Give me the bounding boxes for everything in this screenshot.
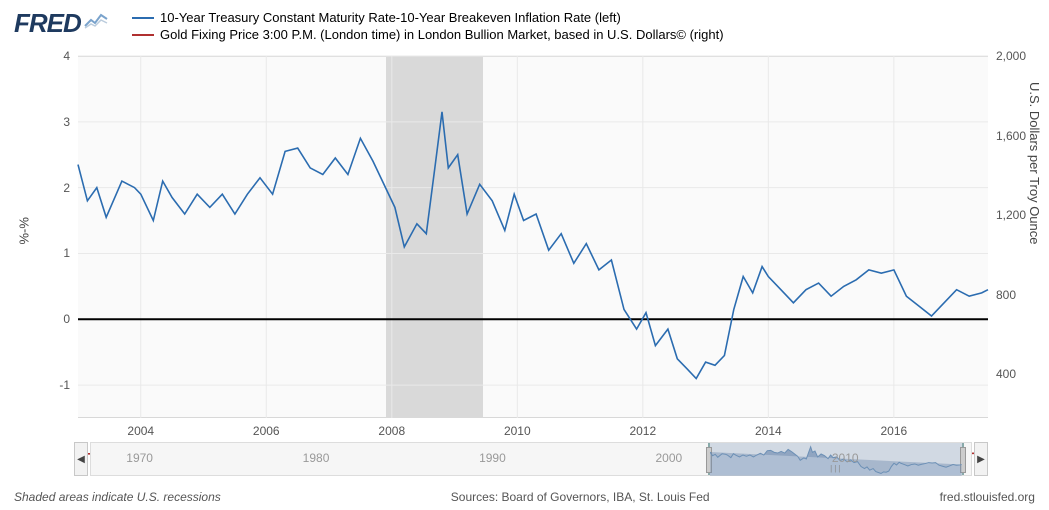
footer-right: fred.stlouisfed.org: [940, 490, 1035, 504]
series-line-blue: [78, 112, 988, 379]
nav-decade-label: 1970: [126, 451, 153, 465]
nav-decade-label: 1980: [303, 451, 330, 465]
legend: 10-Year Treasury Constant Maturity Rate-…: [132, 10, 724, 44]
x-tick: 2014: [755, 418, 782, 438]
y-right-tick: 400: [988, 367, 1016, 381]
y-left-axis-title: %-%: [17, 217, 32, 244]
nav-grip-icon[interactable]: |||: [830, 464, 842, 473]
legend-swatch-1: [132, 17, 154, 19]
legend-label-2: Gold Fixing Price 3:00 P.M. (London time…: [160, 27, 724, 42]
grid-group: [78, 56, 988, 418]
y-right-axis-title: U.S. Dollars per Troy Ounce: [1028, 82, 1043, 245]
y-left-tick: 4: [63, 49, 78, 63]
x-tick: 2008: [378, 418, 405, 438]
legend-label-1: 10-Year Treasury Constant Maturity Rate-…: [160, 10, 621, 25]
legend-item-2[interactable]: Gold Fixing Price 3:00 P.M. (London time…: [132, 27, 724, 42]
chart-plot-area[interactable]: -1012344008001,2001,6002,000200420062008…: [78, 56, 988, 418]
y-right-tick: 1,600: [988, 129, 1026, 143]
time-navigator[interactable]: ◀ ||| 19701980199020002010 ▶: [90, 442, 972, 476]
nav-decade-label: 2000: [655, 451, 682, 465]
header: FRED: [14, 8, 111, 39]
nav-decade-label: 1990: [479, 451, 506, 465]
y-right-tick: 2,000: [988, 49, 1026, 63]
legend-item-1[interactable]: 10-Year Treasury Constant Maturity Rate-…: [132, 10, 724, 25]
y-right-tick: 800: [988, 288, 1016, 302]
y-left-tick: 0: [63, 312, 78, 326]
legend-swatch-2: [132, 34, 154, 36]
x-tick: 2016: [881, 418, 908, 438]
chart-svg: [78, 56, 988, 418]
x-tick: 2004: [127, 418, 154, 438]
nav-track[interactable]: ||| 1970 1980 1990 2000 2010: [90, 442, 972, 476]
x-tick: 2006: [253, 418, 280, 438]
nav-arrow-right[interactable]: ▶: [974, 442, 988, 476]
y-right-tick: 1,200: [988, 208, 1026, 222]
x-tick: 2012: [629, 418, 656, 438]
fred-logo: FRED: [14, 8, 81, 39]
footer-left: Shaded areas indicate U.S. recessions: [14, 490, 221, 504]
y-left-tick: 1: [63, 246, 78, 260]
y-left-tick: 3: [63, 115, 78, 129]
footer: Shaded areas indicate U.S. recessions So…: [14, 490, 1035, 504]
nav-decade-label: 2010: [832, 451, 859, 465]
x-tick: 2010: [504, 418, 531, 438]
fred-chart-icon: [83, 10, 111, 30]
y-left-tick: 2: [63, 181, 78, 195]
nav-arrow-left[interactable]: ◀: [74, 442, 88, 476]
footer-center: Sources: Board of Governors, IBA, St. Lo…: [451, 490, 710, 504]
y-left-tick: -1: [59, 378, 78, 392]
